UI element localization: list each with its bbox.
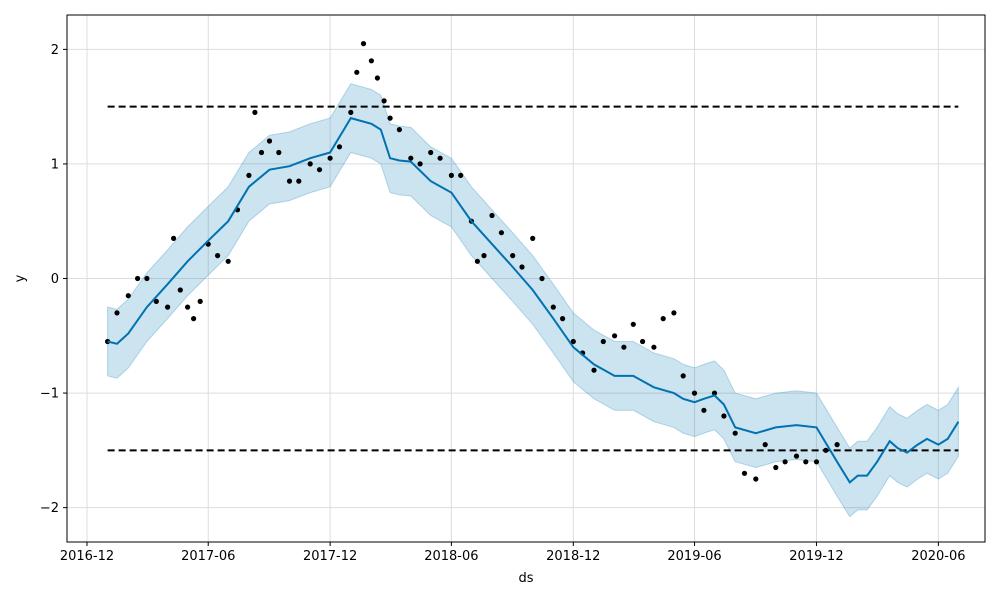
observed-point <box>732 430 738 436</box>
observed-point <box>651 344 657 350</box>
observed-point <box>437 155 443 161</box>
observed-point <box>374 75 380 81</box>
y-tick-label-4: 2 <box>51 43 59 58</box>
observed-point <box>489 212 495 219</box>
observed-point <box>691 390 698 396</box>
y-gridlines <box>67 48 985 509</box>
observed-point <box>153 298 159 304</box>
x-tick-label-7: 2020-06 <box>911 549 965 564</box>
observed-point <box>474 258 480 264</box>
observed-point <box>348 109 354 115</box>
observed-point <box>177 287 183 293</box>
observed-point <box>834 442 840 448</box>
observed-point <box>396 127 402 133</box>
x-axis-ticks: 2016-12 2017-06 2017-12 2018-06 2018-12 2019-… <box>60 542 966 564</box>
observed-point <box>721 413 727 419</box>
observed-point <box>793 453 800 459</box>
observed-point <box>570 338 576 345</box>
observed-point <box>782 459 788 465</box>
y-axis-label: y <box>13 274 28 282</box>
observed-point <box>660 316 666 322</box>
observed-point <box>165 304 171 310</box>
observed-point <box>225 258 231 264</box>
observed-point <box>307 161 313 167</box>
observed-point <box>803 459 809 465</box>
observed-point <box>381 98 387 104</box>
observed-point <box>144 275 150 282</box>
y-tick-label-1: −1 <box>40 387 59 402</box>
observed-point <box>621 344 627 350</box>
y-tick-label-3: 1 <box>51 157 59 172</box>
x-tick-label-6: 2019-12 <box>789 549 843 564</box>
observed-point <box>823 447 829 453</box>
x-tick-label-5: 2019-06 <box>667 549 721 564</box>
observed-point <box>458 172 464 178</box>
uncertainty-interval-band <box>107 83 959 518</box>
observed-point <box>114 310 120 316</box>
observed-point <box>560 316 566 322</box>
observed-point <box>215 253 221 259</box>
observed-point <box>276 149 282 156</box>
observed-point <box>539 275 545 282</box>
forecast-line <box>107 116 960 484</box>
observed-point <box>258 149 265 156</box>
observed-point <box>428 149 434 156</box>
observed-point <box>191 316 197 322</box>
observed-point <box>448 172 454 178</box>
observed-point <box>630 321 636 327</box>
observed-point <box>316 167 323 173</box>
observed-point <box>125 293 131 299</box>
y-tick-label-2: 0 <box>51 272 59 287</box>
observed-point <box>360 41 367 47</box>
observed-point <box>368 58 374 64</box>
observed-point <box>550 304 556 310</box>
observed-point <box>296 178 302 184</box>
observed-point <box>519 264 525 270</box>
observed-point <box>171 235 177 241</box>
observed-point <box>336 144 343 150</box>
x-tick-label-1: 2017-06 <box>181 549 235 564</box>
observed-point <box>711 390 718 396</box>
observed-point <box>197 298 203 304</box>
x-axis-label: ds <box>518 571 533 586</box>
observed-point <box>327 155 333 161</box>
observed-point <box>680 373 686 379</box>
x-tick-label-4: 2018-12 <box>546 549 600 564</box>
observed-point <box>591 367 597 373</box>
observed-point <box>408 155 414 161</box>
observed-point <box>813 459 820 465</box>
cap-floor-lines <box>107 105 959 452</box>
observed-point <box>510 253 516 259</box>
observed-point <box>612 333 618 339</box>
observed-point <box>387 115 393 121</box>
observed-point <box>246 172 252 178</box>
observed-point <box>185 304 191 310</box>
x-tick-label-0: 2016-12 <box>60 549 114 564</box>
observed-point <box>417 161 423 167</box>
x-tick-label-2: 2017-12 <box>303 549 357 564</box>
observed-point <box>600 338 606 345</box>
observed-point <box>640 338 646 345</box>
observed-point <box>753 476 759 482</box>
observed-point <box>266 138 273 144</box>
observed-point <box>773 464 779 471</box>
y-axis-ticks: −2 −1 0 1 2 <box>40 43 67 516</box>
y-tick-label-0: −2 <box>40 501 59 516</box>
observed-point <box>530 235 536 241</box>
observed-point <box>481 253 487 259</box>
observed-point <box>701 407 707 413</box>
observed-point <box>286 178 293 184</box>
observed-point <box>252 109 258 115</box>
observed-point <box>498 230 504 236</box>
observed-point <box>354 69 360 75</box>
observed-point <box>762 442 768 448</box>
observed-point <box>671 310 677 316</box>
x-tick-label-3: 2018-06 <box>424 549 478 564</box>
observed-point <box>135 275 141 282</box>
observed-point <box>741 470 748 476</box>
